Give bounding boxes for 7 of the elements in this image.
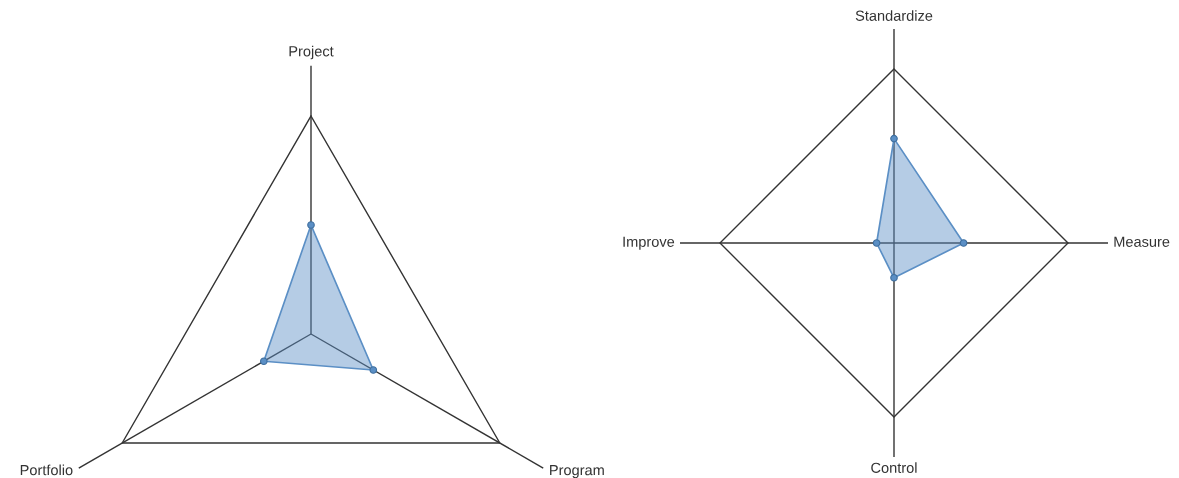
spoke-label: Portfolio [20, 464, 73, 476]
spoke-label: Project [289, 45, 334, 60]
spoke-label: Measure [1114, 236, 1170, 247]
spoke-label: Program [550, 465, 604, 478]
spoke-label: Improve [623, 236, 675, 250]
spoke-label: Control [871, 462, 917, 473]
spoke-label: Standardize [855, 10, 933, 21]
